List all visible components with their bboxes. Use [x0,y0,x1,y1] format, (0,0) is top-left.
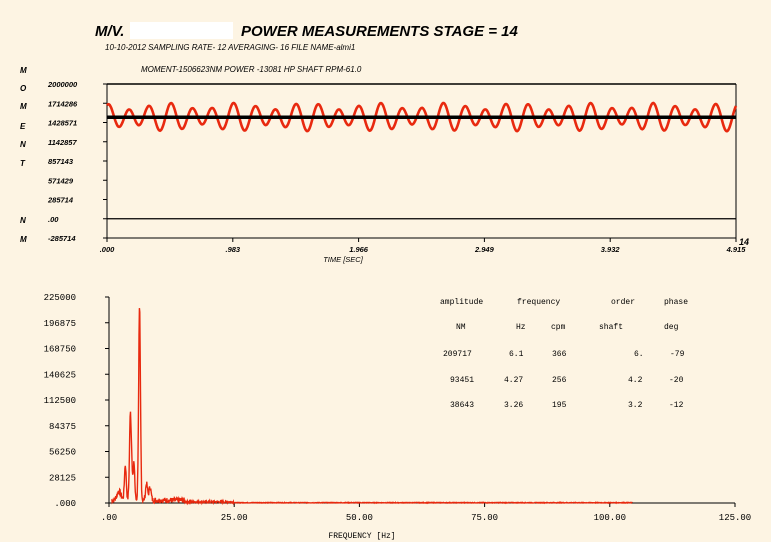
chart1-y-tick-label: 285714 [47,196,74,205]
table-cell: 195 [552,401,567,410]
table-cell: 4.27 [504,376,524,385]
chart2-spectrum-line [111,308,633,506]
table-cell: 6.1 [509,350,524,359]
ylabel-letter: T [20,159,25,168]
chart1-x-tick-label: 3.932 [601,245,621,254]
ylabel-letter: E [20,122,26,131]
ylabel-letter: M [20,235,27,244]
table-cell: 38643 [450,401,475,410]
chart1-y-tick-label: 857143 [48,157,74,166]
vessel-prefix: M/V. [95,23,125,40]
info-line: 10-10-2012 SAMPLING RATE- 12 AVERAGING- … [105,43,356,52]
table-unit: deg [664,323,679,332]
chart2-x-tick-label: 25.00 [221,513,248,523]
chart1-corner-label: 14 [739,237,749,247]
table-unit: Hz [516,323,526,332]
table-header-order: order [611,298,636,307]
ylabel-letter: M [20,102,27,111]
table-cell: 4.2 [628,376,643,385]
chart2-y-tick-label: 196875 [44,319,76,329]
chart1-x-tick-label: 2.949 [474,245,495,254]
table-cell: 3.2 [628,401,643,410]
chart2-y-tick-label: 28125 [49,473,76,483]
chart1-y-tick-label: -285714 [48,234,76,243]
chart2-x-tick-label: 50.00 [346,513,373,523]
ylabel-letter: N [20,140,26,149]
chart2-y-tick-label: 140625 [44,370,76,380]
table-unit: cpm [551,323,566,332]
chart1-x-tick-label: .000 [100,245,115,254]
chart1-x-tick-label: 4.915 [726,245,747,254]
table-cell: -20 [669,376,684,385]
chart2-y-tick-label: .000 [54,499,76,509]
table-cell: 209717 [443,350,472,359]
chart2-y-tick-label: 56250 [49,448,76,458]
chart2-x-tick-label: .00 [101,513,117,523]
table-header-frequency: frequency [517,298,561,307]
ylabel-letter: M [20,66,27,75]
table-cell: -79 [670,350,685,359]
chart1-title: MOMENT-1506623NM POWER -13081 HP SHAFT R… [141,65,362,74]
chart2-y-tick-label: 84375 [49,422,76,432]
chart1-y-tick-label: 2000000 [47,80,78,89]
chart1-y-tick-label: 1428571 [48,119,77,128]
chart2-x-tick-label: 100.00 [594,513,626,523]
ylabel-letter: N [20,216,26,225]
table-cell: 3.26 [504,401,524,410]
table-header-amplitude: amplitude [440,298,484,307]
chart1-x-tick-label: 1.966 [349,245,369,254]
table-unit: NM [456,323,466,332]
redacted-vessel-name [130,22,233,39]
chart1-y-tick-label: 571429 [48,176,74,185]
chart1-x-tick-label: .983 [225,245,240,254]
table-header-phase: phase [664,298,689,307]
chart2-x-tick-label: 75.00 [471,513,498,523]
chart2-y-tick-label: 225000 [44,293,76,303]
table-cell: 256 [552,376,567,385]
table-cell: 366 [552,350,567,359]
chart2-y-tick-label: 112500 [44,396,76,406]
chart1-y-tick-label: .00 [48,215,59,224]
chart1-signal-line [106,101,738,133]
table-cell: -12 [669,401,684,410]
table-cell: 93451 [450,376,475,385]
ylabel-letter: O [20,84,27,93]
chart1-y-tick-label: 1142857 [48,138,77,147]
table-unit: shaft [599,323,624,332]
chart2-y-tick-label: 168750 [44,345,76,355]
table-cell: 6. [634,350,644,359]
chart2-x-tick-label: 125.00 [719,513,751,523]
chart1-x-axis-title: TIME [SEC] [323,255,364,264]
page-title: POWER MEASUREMENTS STAGE = 14 [241,23,518,40]
chart2-x-axis-title: FREQUENCY [Hz] [328,532,395,541]
chart1-y-tick-label: 1714286 [48,99,78,108]
